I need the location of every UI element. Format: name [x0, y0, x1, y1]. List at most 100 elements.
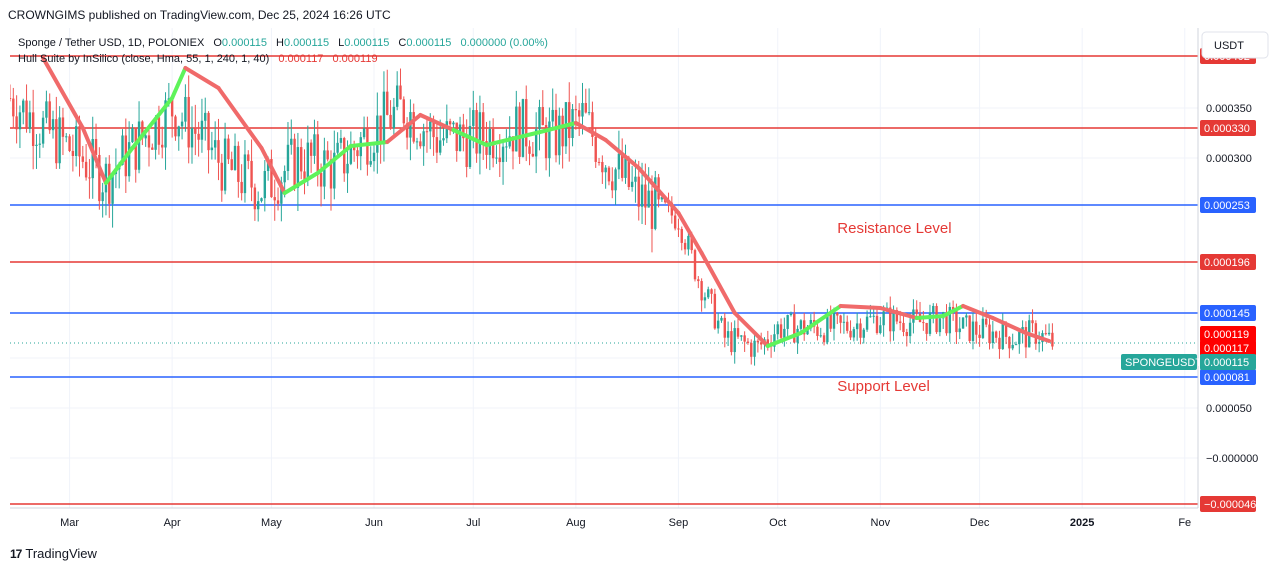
- hull-segment: [838, 304, 883, 310]
- candle-body: [263, 171, 267, 199]
- candle-body: [786, 315, 789, 329]
- candle-body: [654, 177, 657, 229]
- candle-body: [574, 109, 578, 111]
- candle-body: [35, 144, 38, 146]
- indicator-badge-label: 0.000117: [1204, 343, 1249, 355]
- candle-body: [882, 311, 885, 326]
- svg-text:Hull Suite by InSilico (close,: Hull Suite by InSilico (close, Hma, 55, …: [18, 53, 378, 65]
- hull-segment: [80, 126, 108, 185]
- candle-body: [250, 160, 253, 188]
- candle-body: [703, 297, 707, 301]
- candle-body: [551, 109, 554, 122]
- candle-body: [726, 331, 730, 338]
- candle-body: [412, 112, 415, 142]
- candle-body: [227, 138, 230, 160]
- annotation-text: Support Level: [837, 378, 930, 395]
- candle-body: [544, 125, 548, 159]
- candle-body: [223, 138, 227, 191]
- hull-segment: [315, 144, 353, 175]
- candle-body: [306, 142, 310, 180]
- candle-body: [531, 153, 535, 157]
- candle-body: [290, 138, 293, 145]
- candle-body: [670, 202, 674, 216]
- candle-body: [217, 140, 220, 163]
- candle-body: [141, 121, 144, 139]
- hull-segment: [573, 121, 608, 142]
- candle-body: [98, 154, 101, 202]
- candle-body: [478, 112, 482, 154]
- candle-body: [829, 314, 832, 329]
- candle-body: [968, 315, 971, 341]
- candle-body: [333, 152, 336, 189]
- candle-body: [94, 138, 98, 155]
- candle-body: [379, 115, 382, 144]
- candle-body: [822, 335, 826, 343]
- candle-body: [210, 147, 214, 151]
- candle-body: [190, 128, 194, 148]
- level-badge: [1200, 369, 1256, 385]
- candle-body: [826, 314, 829, 343]
- candle-body: [581, 102, 584, 117]
- price-chart[interactable]: Resistance Level Support Level Sponge / T…: [8, 28, 1270, 540]
- candle-body: [389, 114, 392, 129]
- y-tick-label: 0.000300: [1206, 153, 1252, 165]
- level-badge-label: 0.000330: [1204, 123, 1250, 135]
- candle-body: [650, 190, 654, 229]
- hull-segment: [878, 306, 919, 320]
- candle-body: [716, 320, 720, 329]
- legend-change: 0.000000 (0.00%): [461, 37, 548, 49]
- level-badge-label: −0.000046: [1204, 499, 1256, 511]
- candle-body: [511, 136, 515, 152]
- candle-body: [687, 235, 690, 250]
- time-axis[interactable]: Mar Apr May Jun Jul Aug Sep Oct Nov Dec 2025 Fe: [10, 507, 1198, 529]
- currency-button[interactable]: USDT: [1201, 31, 1269, 59]
- tradingview-brand[interactable]: 17 TradingView: [10, 546, 97, 561]
- hull-segment: [676, 211, 704, 255]
- candle-body: [41, 117, 45, 144]
- candle-body: [174, 116, 177, 137]
- candle-body: [329, 159, 333, 189]
- candle-body: [194, 128, 197, 134]
- x-tick-label: Jun: [365, 517, 383, 529]
- candle-body: [902, 322, 905, 332]
- candle-body: [611, 181, 614, 191]
- candle-body: [293, 138, 296, 188]
- legend-low: 0.000115: [344, 37, 389, 49]
- candle-body: [865, 316, 869, 330]
- candle-body: [240, 181, 243, 194]
- candle-body: [875, 315, 879, 333]
- x-tick-label: Nov: [871, 517, 891, 529]
- candle-body: [184, 96, 187, 122]
- candle-body: [836, 313, 839, 316]
- candle-body: [630, 181, 634, 188]
- indicator-badge-label: 0.000119: [1204, 329, 1249, 341]
- candle-body: [978, 334, 981, 338]
- candle-body: [127, 142, 131, 177]
- candle-body: [846, 321, 849, 331]
- candle-body: [88, 177, 91, 179]
- candle-body: [286, 144, 290, 171]
- candle-body: [839, 315, 842, 323]
- chart-frame[interactable]: Resistance Level Support Level Sponge / T…: [8, 28, 1270, 540]
- candle-body: [336, 142, 339, 153]
- candle-body: [621, 153, 624, 178]
- level-badge: [1200, 197, 1256, 213]
- candle-body: [955, 310, 958, 333]
- candle-body: [766, 339, 770, 345]
- hull-segment: [282, 171, 320, 195]
- candle-body: [803, 320, 806, 335]
- candle-body: [872, 315, 875, 317]
- candle-body: [247, 154, 250, 161]
- candle-body: [372, 152, 376, 162]
- candle-body: [584, 102, 587, 113]
- candle-body: [528, 146, 531, 154]
- candle-body: [746, 341, 750, 343]
- legend-symbol: Sponge / Tether USD, 1D, POLONIEX: [18, 37, 205, 49]
- candle-body: [134, 128, 137, 170]
- candle-body: [432, 121, 435, 138]
- legend-indicator-value-1: 0.000117: [278, 53, 323, 65]
- candle-body: [343, 138, 346, 174]
- x-tick-label: Sep: [669, 517, 689, 529]
- candle-body: [816, 326, 819, 336]
- candle-body: [594, 136, 597, 162]
